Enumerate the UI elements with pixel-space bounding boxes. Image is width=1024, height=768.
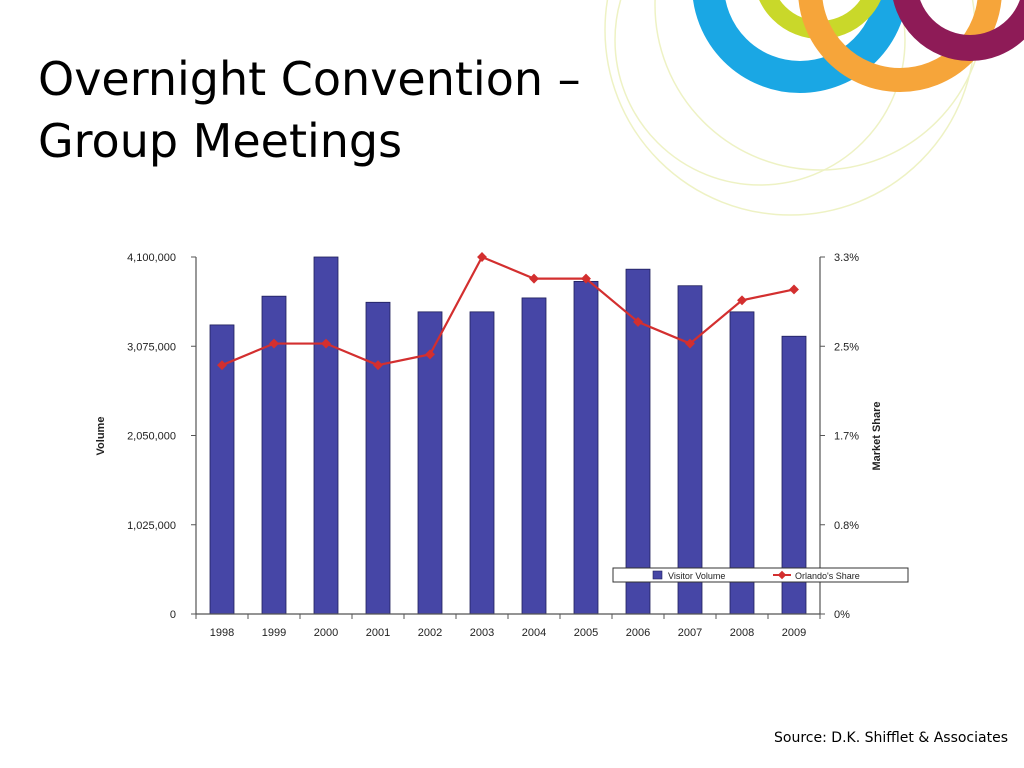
line-series xyxy=(217,252,799,371)
share-point-2003 xyxy=(477,252,487,262)
title-line-2: Group Meetings xyxy=(38,114,403,168)
y-tick-label: 3,075,000 xyxy=(127,341,176,353)
x-tick-label: 2005 xyxy=(574,627,598,639)
share-point-2004 xyxy=(529,273,539,284)
orange-ring xyxy=(798,0,1002,92)
y2-tick-label: 2.5% xyxy=(834,341,859,353)
x-tick-label: 2008 xyxy=(730,627,754,639)
legend-label-share: Orlando's Share xyxy=(795,571,860,581)
bar-1999 xyxy=(261,295,287,615)
share-point-1998 xyxy=(217,360,227,371)
y-tick-label: 0 xyxy=(170,609,176,621)
y2-axis-title: Market Share xyxy=(871,401,883,470)
x-tick-label: 2003 xyxy=(470,627,494,639)
x-tick-label: 2000 xyxy=(314,627,338,639)
legend-swatch-bar xyxy=(652,570,663,580)
y2-tick-label: 0% xyxy=(834,609,850,621)
purple-ring xyxy=(893,0,1024,61)
x-tick-label: 2001 xyxy=(366,627,390,639)
share-point-2007 xyxy=(685,338,695,349)
legend-label-volume: Visitor Volume xyxy=(668,571,725,581)
bar-2004 xyxy=(521,297,547,615)
bar-2003 xyxy=(469,311,495,615)
axes xyxy=(191,256,825,619)
chart-legend: Visitor Volume Orlando's Share xyxy=(612,567,909,583)
legend-swatch-marker xyxy=(777,570,787,580)
share-point-1999 xyxy=(269,338,279,349)
y-tick-label: 1,025,000 xyxy=(127,520,176,532)
y-tick-label: 2,050,000 xyxy=(127,431,176,443)
x-tick-label: 1999 xyxy=(262,627,286,639)
bar-2000 xyxy=(313,256,339,615)
axis-labels: 0 1,025,000 2,050,000 3,075,000 4,100,000 0% 0… xyxy=(95,252,883,639)
share-point-2006 xyxy=(633,316,643,327)
bar-2001 xyxy=(365,301,391,615)
x-tick-label: 2002 xyxy=(418,627,442,639)
decorative-rings xyxy=(604,0,1024,216)
y2-tick-label: 3.3% xyxy=(834,252,859,264)
share-line xyxy=(221,255,795,367)
bar-series xyxy=(209,256,807,615)
bar-2002 xyxy=(417,311,443,615)
y-axis-title: Volume xyxy=(95,417,107,456)
title-line-1: Overnight Convention – xyxy=(38,52,581,106)
x-tick-label: 2009 xyxy=(782,627,806,639)
x-tick-label: 1998 xyxy=(210,627,234,639)
source-note: Source: D.K. Shifflet & Associates xyxy=(774,730,1008,746)
share-point-2000 xyxy=(321,338,331,349)
y-tick-label: 4,100,000 xyxy=(127,252,176,264)
share-point-2009 xyxy=(789,284,799,295)
x-tick-label: 2004 xyxy=(522,627,546,639)
share-point-2001 xyxy=(373,360,383,371)
y2-tick-label: 0.8% xyxy=(834,520,859,532)
bar-2007 xyxy=(677,285,703,615)
bar-2008 xyxy=(729,311,755,615)
share-point-2005 xyxy=(581,273,591,284)
y2-tick-label: 1.7% xyxy=(834,431,859,443)
x-tick-label: 2007 xyxy=(678,627,702,639)
x-tick-label: 2006 xyxy=(626,627,650,639)
blue-ring xyxy=(693,0,907,93)
share-point-2008 xyxy=(737,295,747,306)
bar-2005 xyxy=(573,280,599,615)
slide-title: Overnight Convention – Group Meetings xyxy=(38,48,581,172)
bar-1998 xyxy=(209,324,235,615)
share-point-2002 xyxy=(425,349,435,360)
legend-box xyxy=(612,567,909,583)
thin-ring xyxy=(614,0,906,186)
